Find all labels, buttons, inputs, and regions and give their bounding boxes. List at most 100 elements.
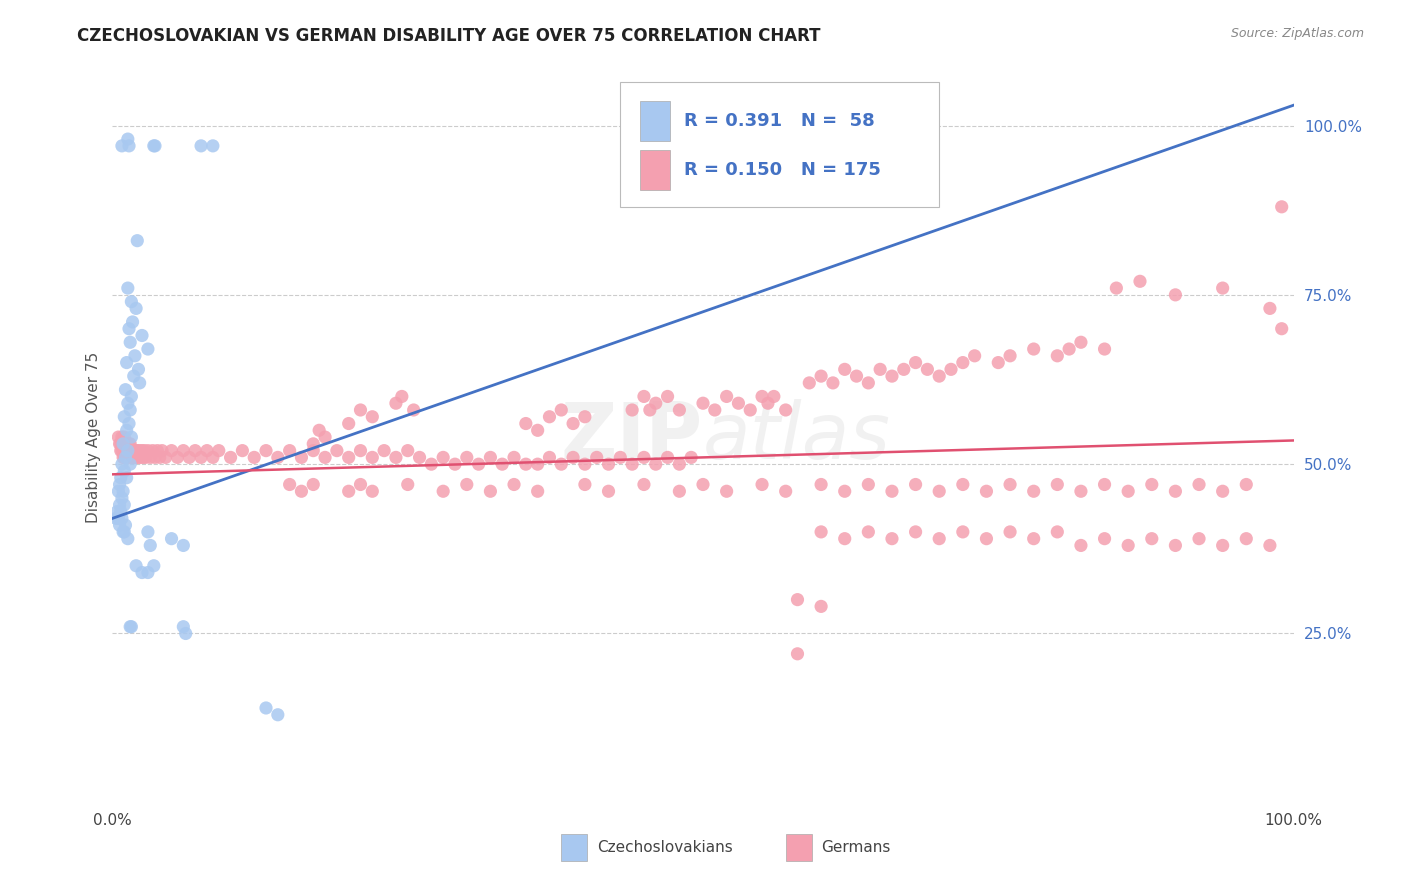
Point	[562, 417, 585, 431]
Point	[432, 450, 454, 465]
Point	[136, 566, 159, 580]
Point	[114, 450, 136, 465]
Point	[1234, 477, 1257, 491]
Point	[184, 443, 207, 458]
Point	[361, 450, 384, 465]
Point	[858, 524, 880, 539]
Point	[526, 457, 548, 471]
Point	[208, 443, 231, 458]
Point	[998, 477, 1021, 491]
Point	[1164, 288, 1187, 302]
Point	[633, 450, 655, 465]
Point	[1046, 477, 1069, 491]
Point	[574, 409, 596, 424]
Point	[136, 443, 159, 458]
Point	[904, 524, 927, 539]
Point	[1212, 281, 1234, 295]
Point	[727, 396, 749, 410]
Point	[385, 396, 408, 410]
Point	[810, 369, 832, 384]
Point	[1046, 524, 1069, 539]
Point	[904, 477, 927, 491]
Point	[117, 281, 139, 295]
Point	[1094, 477, 1116, 491]
Point	[786, 592, 808, 607]
Point	[585, 450, 607, 465]
Point	[751, 389, 773, 403]
Point	[231, 443, 253, 458]
Point	[125, 558, 148, 573]
Point	[108, 518, 131, 533]
Point	[668, 403, 690, 417]
Point	[112, 437, 135, 451]
Point	[456, 477, 478, 491]
Point	[127, 443, 149, 458]
Point	[337, 417, 360, 431]
Point	[1234, 532, 1257, 546]
Point	[1057, 342, 1080, 356]
Point	[128, 443, 150, 458]
FancyBboxPatch shape	[640, 101, 669, 141]
Point	[1188, 477, 1211, 491]
Point	[1271, 200, 1294, 214]
Point	[195, 443, 218, 458]
Point	[120, 430, 142, 444]
Point	[963, 349, 986, 363]
Point	[515, 457, 537, 471]
Point	[112, 437, 135, 451]
Point	[174, 626, 197, 640]
Point	[799, 376, 821, 390]
Point	[143, 139, 166, 153]
Point	[633, 477, 655, 491]
Point	[952, 355, 974, 369]
Point	[131, 328, 153, 343]
Point	[928, 484, 950, 499]
Point	[609, 450, 631, 465]
Point	[139, 538, 162, 552]
Point	[987, 355, 1010, 369]
Point	[952, 477, 974, 491]
Point	[267, 450, 290, 465]
Point	[112, 524, 135, 539]
Point	[129, 450, 152, 465]
Point	[290, 450, 312, 465]
Point	[775, 484, 797, 499]
Point	[644, 396, 666, 410]
Point	[142, 443, 165, 458]
Point	[361, 484, 384, 499]
Point	[111, 443, 134, 458]
Point	[142, 139, 165, 153]
Point	[681, 450, 703, 465]
Point	[756, 396, 779, 410]
Point	[1212, 538, 1234, 552]
Point	[998, 524, 1021, 539]
Point	[219, 450, 242, 465]
Point	[491, 457, 513, 471]
Point	[762, 389, 785, 403]
Point	[160, 443, 183, 458]
Point	[1140, 477, 1163, 491]
Text: Czechoslovakians: Czechoslovakians	[596, 840, 733, 855]
Point	[928, 369, 950, 384]
Point	[124, 349, 146, 363]
Point	[349, 403, 371, 417]
Point	[254, 701, 277, 715]
Point	[562, 450, 585, 465]
Point	[120, 457, 142, 471]
Point	[107, 430, 129, 444]
Point	[692, 477, 714, 491]
Point	[114, 437, 136, 451]
Point	[135, 450, 157, 465]
Point	[120, 443, 142, 458]
Point	[550, 403, 572, 417]
Point	[125, 450, 148, 465]
Point	[1070, 538, 1092, 552]
Point	[254, 443, 277, 458]
Point	[121, 443, 143, 458]
Point	[917, 362, 939, 376]
Point	[1094, 532, 1116, 546]
Point	[1070, 335, 1092, 350]
Point	[456, 450, 478, 465]
Point	[1022, 532, 1045, 546]
Point	[160, 532, 183, 546]
